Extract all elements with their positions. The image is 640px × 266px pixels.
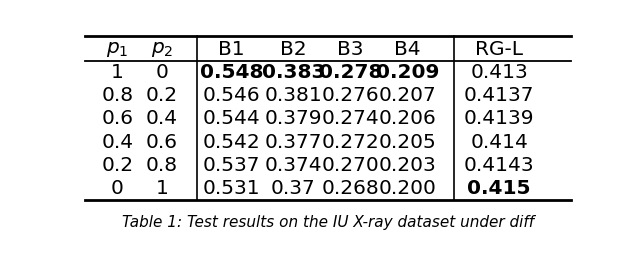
Text: 0.207: 0.207 bbox=[378, 86, 436, 105]
Text: 0.377: 0.377 bbox=[264, 132, 322, 152]
Text: 0.2: 0.2 bbox=[101, 156, 133, 175]
Text: Table 1: Test results on the IU X-ray dataset under diff: Table 1: Test results on the IU X-ray da… bbox=[122, 215, 534, 230]
Text: 0.268: 0.268 bbox=[321, 179, 379, 198]
Text: 0.205: 0.205 bbox=[378, 132, 436, 152]
Text: 0.4: 0.4 bbox=[101, 132, 133, 152]
Text: 0.4143: 0.4143 bbox=[464, 156, 534, 175]
Text: 0.274: 0.274 bbox=[321, 110, 379, 128]
Text: RG-L: RG-L bbox=[475, 40, 523, 59]
Text: B4: B4 bbox=[394, 40, 420, 59]
Text: 0: 0 bbox=[111, 179, 124, 198]
Text: 0.414: 0.414 bbox=[470, 132, 528, 152]
Text: 0.546: 0.546 bbox=[202, 86, 260, 105]
Text: 0.6: 0.6 bbox=[146, 132, 178, 152]
Text: 0.379: 0.379 bbox=[264, 110, 322, 128]
Text: 0: 0 bbox=[156, 63, 168, 82]
Text: 0.270: 0.270 bbox=[321, 156, 379, 175]
Text: 1: 1 bbox=[111, 63, 124, 82]
Text: 0.206: 0.206 bbox=[378, 110, 436, 128]
Text: 0.4: 0.4 bbox=[146, 110, 178, 128]
Text: $p_2$: $p_2$ bbox=[150, 40, 173, 59]
Text: 0.548: 0.548 bbox=[200, 63, 263, 82]
Text: 0.415: 0.415 bbox=[467, 179, 531, 198]
Text: 0.2: 0.2 bbox=[146, 86, 178, 105]
Text: 0.544: 0.544 bbox=[202, 110, 260, 128]
Text: 0.278: 0.278 bbox=[319, 63, 382, 82]
Text: 0.383: 0.383 bbox=[262, 63, 325, 82]
Text: 0.542: 0.542 bbox=[202, 132, 260, 152]
Text: 0.537: 0.537 bbox=[202, 156, 260, 175]
Text: 0.200: 0.200 bbox=[378, 179, 436, 198]
Text: 0.6: 0.6 bbox=[101, 110, 133, 128]
Text: 0.4137: 0.4137 bbox=[464, 86, 534, 105]
Text: B1: B1 bbox=[218, 40, 244, 59]
Text: 0.374: 0.374 bbox=[264, 156, 322, 175]
Text: 0.203: 0.203 bbox=[378, 156, 436, 175]
Text: 0.413: 0.413 bbox=[470, 63, 528, 82]
Text: 0.209: 0.209 bbox=[376, 63, 439, 82]
Text: 0.8: 0.8 bbox=[146, 156, 178, 175]
Text: 0.531: 0.531 bbox=[202, 179, 260, 198]
Text: B2: B2 bbox=[280, 40, 307, 59]
Text: $p_1$: $p_1$ bbox=[106, 40, 129, 59]
Text: 0.4139: 0.4139 bbox=[464, 110, 534, 128]
Text: 0.272: 0.272 bbox=[321, 132, 379, 152]
Text: B3: B3 bbox=[337, 40, 364, 59]
Text: 1: 1 bbox=[156, 179, 168, 198]
Text: 0.8: 0.8 bbox=[101, 86, 133, 105]
Text: 0.381: 0.381 bbox=[264, 86, 322, 105]
Text: 0.37: 0.37 bbox=[271, 179, 316, 198]
Text: 0.276: 0.276 bbox=[321, 86, 379, 105]
